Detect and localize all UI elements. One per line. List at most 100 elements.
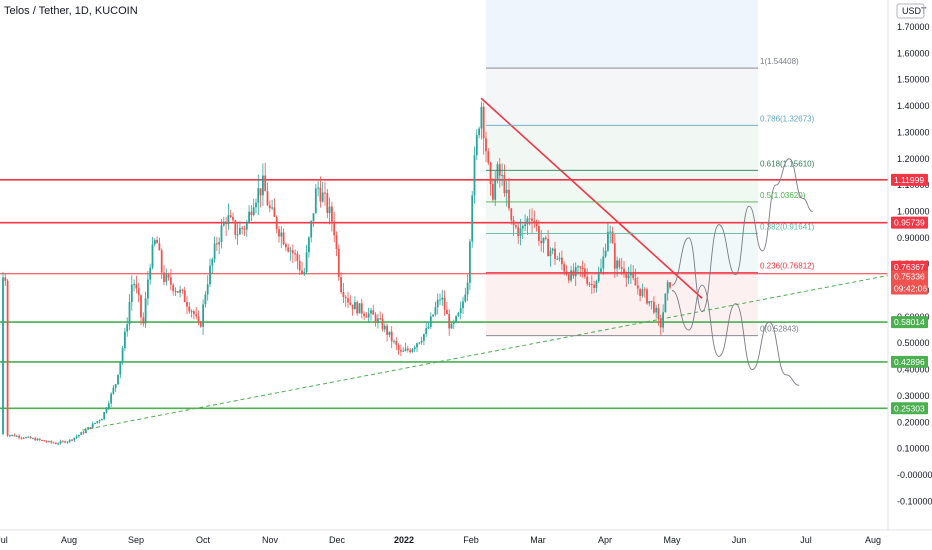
candle-body [245,222,248,230]
candle-body [418,342,421,344]
candle-body [101,418,103,421]
candle-body [271,207,273,209]
projection-path-2 [671,284,800,386]
candle-body [420,340,423,343]
candle-body [64,441,66,443]
candle-body [625,274,628,279]
candle-body [45,441,48,443]
candle-body [236,234,239,236]
candle-body [397,345,400,350]
candle-body [351,304,354,310]
candle-body [142,317,145,324]
fib-label: 0.786(1.32673) [760,114,815,123]
candle-body [515,225,517,228]
candle-body [450,323,453,329]
candle-body [229,215,232,217]
candle-body [303,272,306,274]
candle-body [464,294,467,302]
y-tick-label: 1.30000 [897,127,930,137]
candle-body [324,192,326,194]
candle-body [510,208,513,221]
candle-body [167,274,170,278]
candle-body [250,211,253,215]
projection-paths [671,158,813,386]
candle-body [61,441,64,443]
candle-body [174,291,177,293]
candle-body [34,438,37,441]
candle-body [71,439,73,441]
candle-body [356,301,359,314]
candle-body [160,250,163,273]
y-tick-label: 0.40000 [897,365,930,375]
candle-body [386,325,388,335]
candle-body [609,231,612,233]
candle-body [291,250,294,254]
candle-body [130,284,133,303]
candle-body [471,195,474,242]
candle-body [462,301,464,309]
candle-body [22,437,25,439]
candle-body [503,174,506,194]
candle-body [110,393,112,404]
candle-body [574,267,577,277]
candle-body [57,443,60,445]
candle-body [158,243,161,251]
candle-body [358,303,361,314]
candle-body [547,238,549,257]
y-tick-label: 0.10000 [897,444,930,454]
candle-body [27,436,30,438]
candle-body [135,284,138,289]
candle-body [634,278,637,286]
candle-body [611,231,614,244]
candle-body [627,275,630,279]
fib-label: 1(1.54408) [760,57,799,66]
candle-body [262,175,264,196]
candle-body [294,253,296,255]
candle-body [367,313,370,318]
candle-body [195,314,198,317]
candle-body [301,270,303,274]
candle-body [165,274,168,282]
price-badge-label: 0.76367 [894,262,925,272]
candle-body [209,265,211,285]
candle-body [429,316,432,328]
candle-body [170,277,172,285]
candle-body [55,443,57,445]
candle-body [225,221,227,225]
candle-body [114,384,117,388]
fib-zone [486,68,758,126]
candle-body [190,311,193,313]
candle-body [607,231,609,251]
candle-body [287,247,290,252]
candle-body [220,225,223,243]
candle-body [487,151,490,163]
candle-body [107,403,110,409]
candle-body [137,288,140,296]
candle-body [455,315,457,322]
candle-body [554,248,556,259]
candle-body [413,347,416,349]
candle-body [588,283,591,285]
price-badge-bg [891,402,928,415]
candle-body [459,308,462,313]
candle-body [469,241,471,283]
candle-body [156,240,158,244]
candle-body [232,216,234,221]
candle-body [475,135,478,156]
candle-body [579,266,582,268]
candle-body [289,250,292,252]
candle-body [133,284,135,286]
candle-body [181,289,184,291]
candle-body [197,316,200,323]
candle-body [653,301,655,313]
y-tick-label: -0.10000 [897,496,932,506]
price-badges: 1.11999 0.95739 0.58014 0.42896 0.25303 0.763… [891,173,928,415]
x-tick-label: Sep [128,535,144,545]
candle-body [639,288,641,296]
candle-body [96,421,99,423]
candle-body [669,282,671,288]
time-axis: Jul Aug Sep Oct Nov Dec 2022 Feb Mar Apr May Jun Jul… [0,529,932,545]
candle-body [319,187,322,202]
price-badge-bg [891,270,928,295]
